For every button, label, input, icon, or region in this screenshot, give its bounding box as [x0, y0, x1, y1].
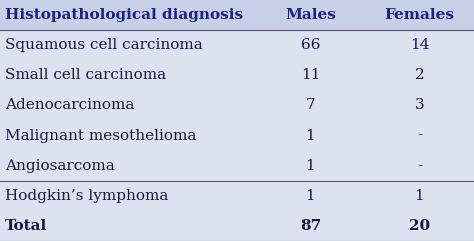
Text: Hodgkin’s lymphoma: Hodgkin’s lymphoma [5, 189, 168, 203]
Text: Squamous cell carcinoma: Squamous cell carcinoma [5, 38, 202, 52]
Text: -: - [417, 128, 422, 143]
Text: Small cell carcinoma: Small cell carcinoma [5, 68, 166, 82]
Text: Angiosarcoma: Angiosarcoma [5, 159, 115, 173]
Text: Males: Males [285, 8, 336, 22]
Bar [0, 0, 474, 30]
Text: 1: 1 [306, 128, 315, 143]
Text: 20: 20 [409, 219, 430, 233]
Text: 1: 1 [306, 159, 315, 173]
Text: Histopathological diagnosis: Histopathological diagnosis [5, 8, 243, 22]
Text: Females: Females [384, 8, 455, 22]
Text: 7: 7 [306, 98, 315, 113]
Text: 2: 2 [415, 68, 424, 82]
Text: Malignant mesothelioma: Malignant mesothelioma [5, 128, 196, 143]
Text: Adenocarcinoma: Adenocarcinoma [5, 98, 134, 113]
Text: 1: 1 [306, 189, 315, 203]
Text: 11: 11 [301, 68, 320, 82]
Text: 87: 87 [300, 219, 321, 233]
Text: 1: 1 [415, 189, 424, 203]
Text: 3: 3 [415, 98, 424, 113]
Text: -: - [417, 159, 422, 173]
Text: 14: 14 [410, 38, 429, 52]
Text: 66: 66 [301, 38, 320, 52]
Text: Total: Total [5, 219, 47, 233]
